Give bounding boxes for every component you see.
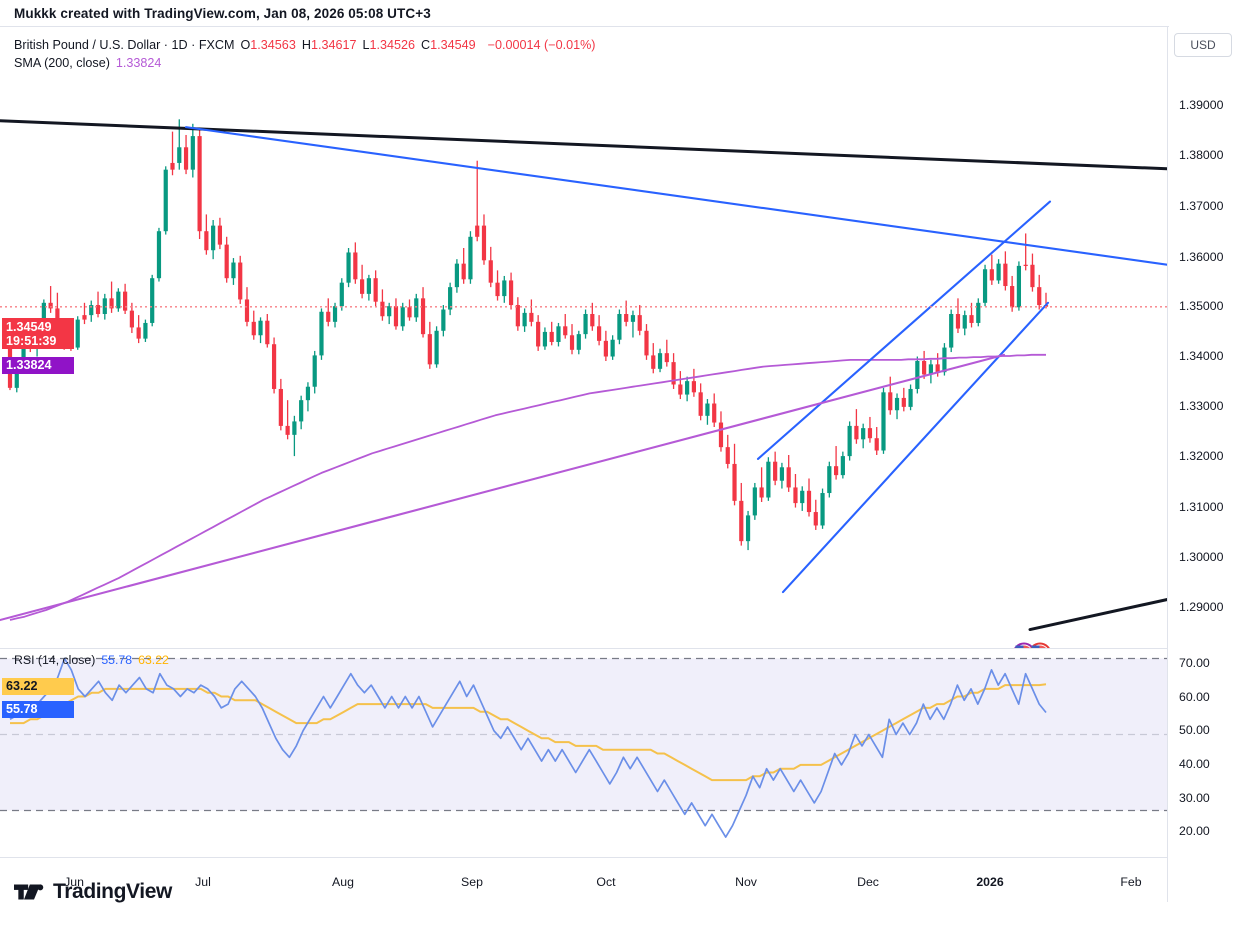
chart-legend: British Pound / U.S. Dollar · 1D · FXCM O…	[14, 37, 595, 72]
currency-badge[interactable]: USD	[1174, 33, 1232, 57]
chart-frame: British Pound / U.S. Dollar · 1D · FXCM O…	[0, 26, 1247, 902]
legend-symbol[interactable]: British Pound / U.S. Dollar	[14, 38, 161, 52]
legend-close-value: 1.34549	[430, 38, 476, 52]
price-axis[interactable]: 1.39000 1.38000 1.37000 1.36000 1.35000 1.340…	[1169, 26, 1247, 622]
legend-interval[interactable]: 1D	[171, 38, 188, 52]
price-axis-tick: 1.39000	[1179, 98, 1224, 112]
rsi-axis[interactable]: 70.00 60.00 50.00 40.00 30.00 20.00	[1169, 647, 1247, 871]
time-axis[interactable]: Jun Jul Aug Sep Oct Nov Dec 2026 Feb	[0, 857, 1168, 902]
attribution-text: Mukkk created with TradingView.com, Jan …	[14, 6, 431, 21]
rsi-legend-ma-value: 63.22	[138, 653, 169, 667]
legend-open-label: O	[240, 38, 251, 52]
rsi-ma-badge: 63.22	[2, 678, 74, 695]
price-axis-tick: 1.30000	[1179, 550, 1224, 564]
rsi-value-badge: 55.78	[2, 701, 74, 718]
current-price-badge: 1.34549 19:51:39	[2, 318, 74, 349]
rsi-legend-title[interactable]: RSI (14, close)	[14, 653, 96, 667]
price-axis-tick: 1.35000	[1179, 299, 1224, 313]
rsi-pane[interactable]: RSI (14, close) 55.78 63.22	[0, 648, 1168, 857]
time-axis-tick: Nov	[735, 875, 757, 889]
legend-symbol-row: British Pound / U.S. Dollar · 1D · FXCM O…	[14, 38, 596, 52]
legend-low-label: L	[362, 38, 370, 52]
legend-close-label: C	[421, 38, 431, 52]
sma-price-badge: 1.33824	[2, 357, 74, 374]
price-axis-tick: 1.37000	[1179, 199, 1224, 213]
tradingview-brand-text: TradingView	[53, 880, 172, 903]
rsi-legend: RSI (14, close) 55.78 63.22	[14, 653, 169, 667]
rsi-axis-tick: 20.00	[1179, 824, 1210, 838]
price-axis-tick: 1.31000	[1179, 500, 1224, 514]
time-axis-tick: Aug	[332, 875, 354, 889]
tradingview-logo-icon	[14, 881, 44, 903]
legend-exchange: FXCM	[198, 38, 235, 52]
time-axis-tick: Oct	[596, 875, 616, 889]
bar-countdown: 19:51:39	[6, 334, 57, 348]
price-axis-tick: 1.29000	[1179, 600, 1224, 614]
legend-high-value: 1.34617	[310, 38, 357, 52]
rsi-axis-tick: 40.00	[1179, 757, 1210, 771]
price-axis-tick: 1.38000	[1179, 148, 1224, 162]
price-axis-tick: 1.36000	[1179, 250, 1224, 264]
legend-change-value: −0.00014 (−0.01%)	[487, 38, 596, 52]
rsi-axis-tick: 70.00	[1179, 656, 1210, 670]
rsi-axis-tick: 60.00	[1179, 690, 1210, 704]
time-axis-tick: Jul	[195, 875, 211, 889]
price-axis-tick: 1.34000	[1179, 349, 1224, 363]
legend-open-value: 1.34563	[250, 38, 296, 52]
current-price-value: 1.34549	[6, 320, 52, 334]
price-axis-tick: 1.33000	[1179, 399, 1224, 413]
rsi-axis-tick: 30.00	[1179, 791, 1210, 805]
price-pane[interactable]: British Pound / U.S. Dollar · 1D · FXCM O…	[0, 27, 1168, 648]
legend-high-label: H	[301, 38, 311, 52]
rsi-legend-value: 55.78	[101, 653, 133, 667]
footer: TradingView	[14, 880, 172, 904]
price-axis-tick: 1.32000	[1179, 449, 1224, 463]
rsi-axis-tick: 50.00	[1179, 723, 1210, 737]
us-flag-event-marker	[1014, 642, 1050, 648]
time-axis-tick: 2026	[976, 875, 1004, 889]
price-chart-svg[interactable]	[0, 27, 1168, 648]
rsi-chart-svg[interactable]	[0, 649, 1168, 857]
legend-low-value: 1.34526	[369, 38, 416, 52]
time-axis-tick: Feb	[1120, 875, 1142, 889]
legend-indicator-row: SMA (200, close) 1.33824	[14, 55, 595, 72]
legend-indicator-value: 1.33824	[115, 56, 162, 70]
time-axis-tick: Sep	[461, 875, 483, 889]
time-axis-tick: Dec	[857, 875, 879, 889]
legend-indicator-name[interactable]: SMA (200, close)	[14, 56, 110, 70]
time-axis-tick: Jun	[64, 875, 84, 889]
